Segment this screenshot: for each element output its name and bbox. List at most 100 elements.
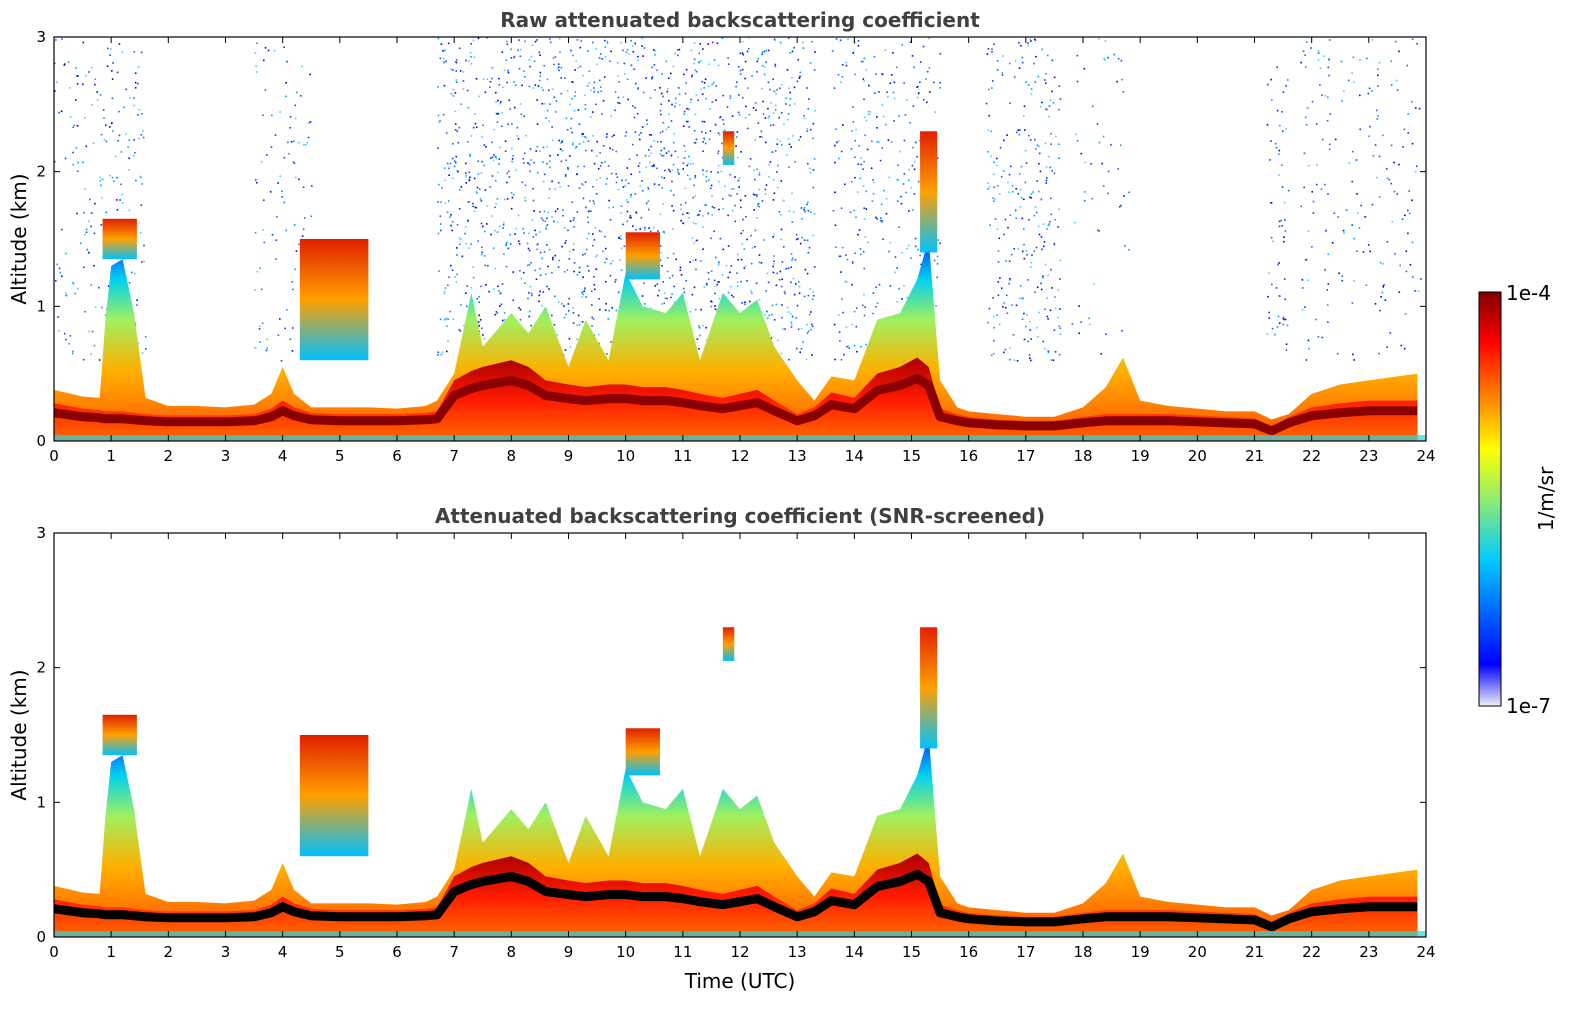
noise-speck bbox=[768, 115, 771, 118]
noise-speck bbox=[787, 118, 789, 121]
noise-speck bbox=[1050, 197, 1052, 200]
noise-speck bbox=[885, 198, 888, 200]
noise-speck bbox=[872, 292, 875, 294]
noise-speck bbox=[518, 240, 520, 243]
noise-speck bbox=[574, 147, 577, 149]
noise-speck bbox=[730, 265, 733, 267]
noise-speck bbox=[572, 219, 575, 221]
noise-speck bbox=[143, 260, 145, 263]
noise-speck bbox=[116, 176, 118, 179]
noise-speck bbox=[1018, 42, 1020, 44]
y-tick-label: 2 bbox=[36, 659, 46, 677]
noise-speck bbox=[768, 163, 770, 166]
noise-speck bbox=[291, 327, 294, 329]
noise-speck bbox=[698, 325, 700, 327]
noise-speck bbox=[533, 60, 536, 62]
noise-speck bbox=[876, 116, 878, 118]
noise-speck bbox=[915, 86, 918, 89]
noise-speck bbox=[663, 177, 666, 179]
noise-speck bbox=[749, 300, 751, 303]
noise-speck bbox=[715, 99, 717, 101]
noise-speck bbox=[844, 280, 847, 283]
noise-speck bbox=[806, 332, 809, 334]
noise-speck bbox=[786, 306, 789, 309]
noise-speck bbox=[593, 162, 596, 165]
noise-speck bbox=[448, 167, 450, 170]
noise-speck bbox=[743, 267, 746, 269]
noise-speck bbox=[559, 51, 561, 54]
noise-speck bbox=[662, 281, 665, 283]
noise-speck bbox=[443, 61, 445, 64]
noise-speck bbox=[107, 47, 109, 50]
noise-speck bbox=[703, 120, 706, 123]
noise-speck bbox=[792, 211, 795, 213]
noise-speck bbox=[593, 275, 595, 278]
noise-speck bbox=[845, 64, 848, 67]
noise-speck bbox=[1044, 79, 1046, 81]
noise-speck bbox=[444, 287, 447, 289]
noise-speck bbox=[799, 242, 802, 245]
noise-speck bbox=[484, 91, 487, 94]
x-tick-label: 5 bbox=[335, 943, 345, 961]
noise-speck bbox=[996, 164, 998, 167]
noise-speck bbox=[581, 183, 583, 185]
noise-speck bbox=[792, 277, 795, 280]
noise-speck bbox=[1343, 90, 1345, 93]
noise-speck bbox=[524, 76, 526, 78]
noise-speck bbox=[1379, 261, 1382, 264]
noise-speck bbox=[604, 235, 606, 238]
noise-speck bbox=[861, 60, 864, 63]
noise-speck bbox=[105, 124, 107, 127]
noise-speck bbox=[539, 210, 541, 213]
noise-speck bbox=[773, 192, 776, 194]
noise-speck bbox=[1026, 254, 1028, 256]
noise-speck bbox=[672, 228, 674, 230]
noise-speck bbox=[72, 163, 74, 166]
noise-speck bbox=[683, 110, 686, 113]
noise-speck bbox=[437, 86, 439, 88]
noise-speck bbox=[889, 285, 892, 287]
noise-speck bbox=[753, 194, 756, 196]
noise-speck bbox=[772, 78, 774, 81]
noise-speck bbox=[1333, 212, 1336, 214]
noise-speck bbox=[896, 267, 898, 269]
noise-speck bbox=[739, 199, 742, 201]
noise-speck bbox=[992, 297, 994, 299]
noise-speck bbox=[773, 90, 776, 93]
noise-speck bbox=[560, 142, 562, 144]
noise-speck bbox=[870, 167, 873, 169]
noise-speck bbox=[1311, 246, 1313, 248]
noise-speck bbox=[838, 255, 841, 258]
noise-speck bbox=[748, 113, 751, 116]
noise-speck bbox=[1035, 148, 1037, 150]
noise-speck bbox=[503, 253, 505, 255]
noise-speck bbox=[475, 190, 478, 193]
noise-speck bbox=[834, 191, 836, 194]
noise-speck bbox=[988, 307, 991, 310]
noise-speck bbox=[1030, 359, 1032, 362]
noise-speck bbox=[1031, 254, 1033, 257]
noise-speck bbox=[530, 261, 532, 264]
noise-speck bbox=[622, 96, 625, 98]
noise-speck bbox=[1278, 220, 1281, 223]
noise-speck bbox=[474, 122, 477, 125]
noise-speck bbox=[1059, 98, 1062, 100]
noise-speck bbox=[680, 219, 682, 222]
noise-speck bbox=[498, 84, 501, 86]
noise-speck bbox=[1030, 261, 1033, 264]
noise-speck bbox=[140, 51, 143, 54]
noise-speck bbox=[295, 117, 297, 120]
noise-speck bbox=[610, 115, 612, 118]
noise-speck bbox=[483, 338, 486, 340]
noise-speck bbox=[672, 65, 675, 68]
noise-speck bbox=[592, 318, 595, 320]
x-tick-label: 15 bbox=[902, 943, 921, 961]
noise-speck bbox=[637, 165, 640, 167]
noise-speck bbox=[109, 54, 111, 57]
noise-speck bbox=[580, 40, 583, 42]
noise-speck bbox=[569, 220, 572, 222]
noise-speck bbox=[761, 53, 763, 56]
noise-speck bbox=[1026, 314, 1028, 316]
noise-speck bbox=[504, 150, 507, 152]
noise-speck bbox=[646, 123, 648, 125]
